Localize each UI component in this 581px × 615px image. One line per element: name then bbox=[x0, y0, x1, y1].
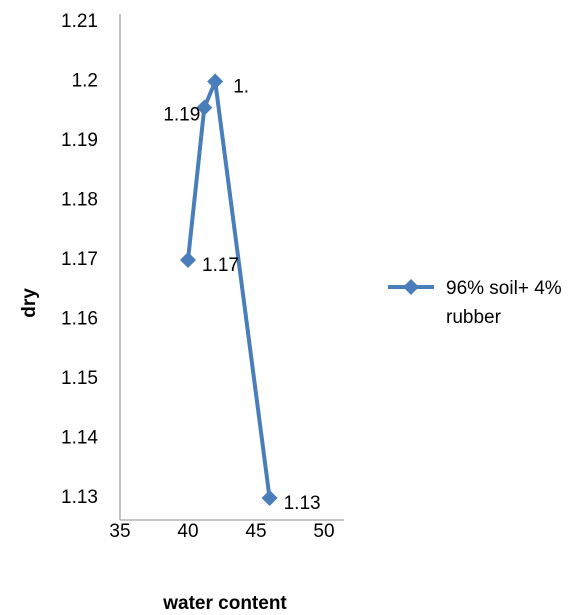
y-tick-label: 1.19 bbox=[61, 130, 98, 151]
y-tick-label: 1.17 bbox=[61, 249, 98, 270]
y-tick-label: 1.13 bbox=[61, 487, 98, 508]
data-label: 1.19 bbox=[163, 105, 200, 126]
data-label: 1.17 bbox=[202, 255, 239, 276]
y-tick-label: 1.2 bbox=[72, 71, 98, 92]
x-tick-label: 50 bbox=[313, 521, 334, 542]
series-line bbox=[186, 79, 272, 499]
data-label: 1. bbox=[233, 77, 249, 98]
y-tick-label: 1.14 bbox=[61, 428, 98, 449]
x-tick-label: 40 bbox=[177, 521, 198, 542]
x-axis-title: water content bbox=[162, 593, 287, 614]
y-tick-label: 1.18 bbox=[61, 190, 98, 211]
legend-label: 96% soil+ 4% rubber bbox=[446, 278, 562, 328]
marker bbox=[196, 99, 213, 116]
data-label: 1.13 bbox=[284, 493, 321, 514]
legend-marker bbox=[403, 279, 419, 295]
y-tick-label: 1.21 bbox=[61, 11, 98, 32]
marker bbox=[261, 489, 278, 506]
y-axis-title: dry bbox=[19, 288, 40, 318]
x-tick-label: 45 bbox=[245, 521, 266, 542]
marker bbox=[180, 251, 196, 268]
y-tick-label: 1.16 bbox=[61, 309, 98, 330]
marker bbox=[207, 73, 224, 90]
x-tick-label: 35 bbox=[109, 521, 130, 542]
y-tick-label: 1.15 bbox=[61, 368, 98, 389]
